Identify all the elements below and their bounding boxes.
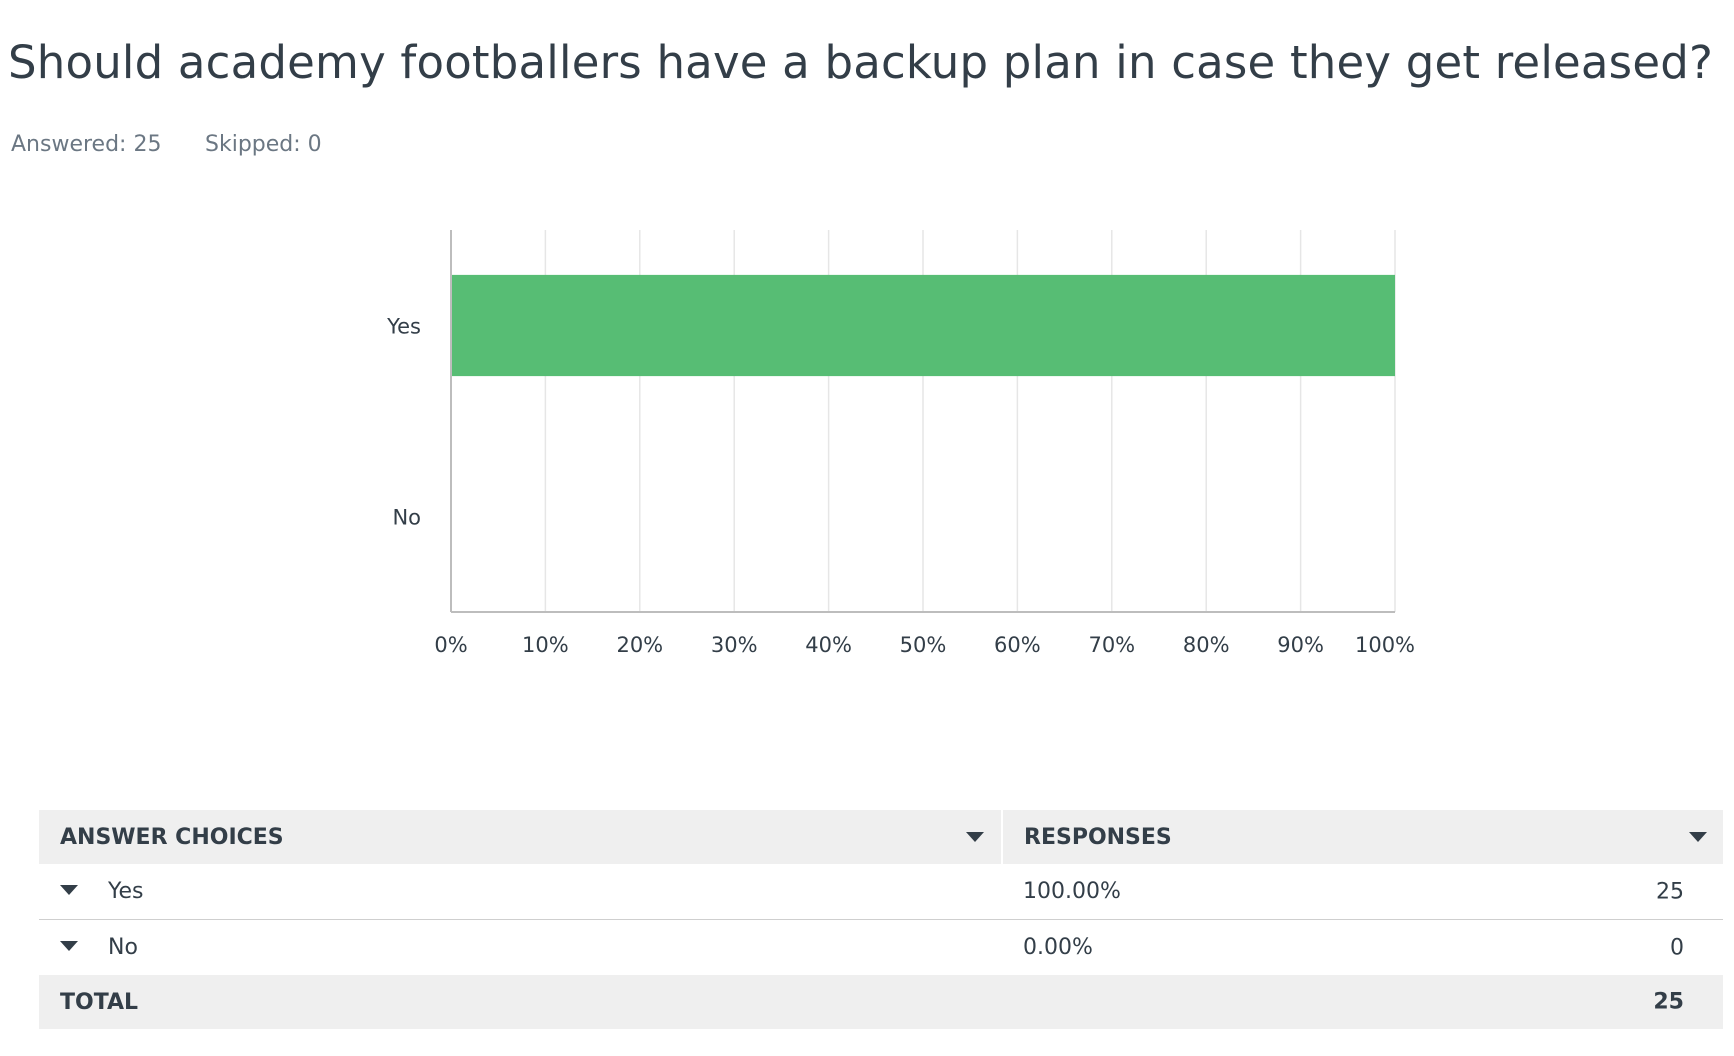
skipped-count: Skipped: 0	[205, 132, 322, 157]
results-table: ANSWER CHOICES RESPONSES Yes 100.00% 25 …	[39, 810, 1723, 1029]
x-tick-label: 40%	[805, 633, 852, 657]
question-title: Should academy footballers have a backup…	[8, 36, 1714, 89]
category-label: No	[392, 506, 421, 530]
total-label: TOTAL	[39, 975, 1002, 1029]
answer-choices-header-label: ANSWER CHOICES	[60, 824, 284, 850]
responses-header[interactable]: RESPONSES	[1002, 810, 1723, 864]
response-bar-chart: Yes No 0% 10% 20% 30% 40% 50% 60% 70% 80% 90% 100%	[386, 230, 1415, 657]
category-label: Yes	[386, 315, 421, 339]
sort-caret-icon[interactable]	[1689, 832, 1707, 842]
x-tick-label: 30%	[711, 633, 758, 657]
response-percent: 100.00%	[1023, 879, 1121, 904]
x-tick-label: 20%	[616, 633, 663, 657]
x-tick-labels: 0% 10% 20% 30% 40% 50% 60% 70% 80% 90% 100%	[434, 633, 1415, 657]
total-count: 25	[1653, 989, 1684, 1015]
response-count: 25	[1656, 879, 1684, 904]
responses-header-label: RESPONSES	[1024, 824, 1172, 850]
total-cell: 25	[1002, 975, 1723, 1029]
answer-choices-header[interactable]: ANSWER CHOICES	[39, 810, 1003, 864]
bar-yes	[452, 274, 1395, 377]
x-tick-label: 10%	[522, 633, 569, 657]
expand-caret-icon[interactable]	[60, 941, 78, 951]
x-tick-label: 80%	[1183, 633, 1230, 657]
response-percent: 0.00%	[1023, 935, 1093, 960]
answered-count: Answered: 25	[11, 132, 162, 157]
chart-bars	[452, 274, 1395, 377]
table-row: Yes 100.00% 25	[39, 864, 1723, 920]
sort-caret-icon[interactable]	[966, 832, 984, 842]
expand-caret-icon[interactable]	[60, 885, 78, 895]
x-tick-label: 50%	[900, 633, 947, 657]
total-row: TOTAL 25	[39, 975, 1723, 1029]
response-cell: 0.00% 0	[1002, 920, 1723, 976]
choice-label: Yes	[108, 879, 144, 904]
table-row: No 0.00% 0	[39, 920, 1723, 976]
category-labels: Yes No	[386, 315, 421, 530]
choice-cell: Yes	[39, 864, 1002, 920]
x-tick-label: 60%	[994, 633, 1041, 657]
response-count: 0	[1670, 935, 1684, 960]
response-cell: 100.00% 25	[1002, 864, 1723, 920]
choice-label: No	[108, 935, 138, 960]
table-header-row: ANSWER CHOICES RESPONSES	[39, 810, 1723, 864]
x-tick-label: 0%	[434, 633, 467, 657]
choice-cell: No	[39, 920, 1002, 976]
x-tick-label: 70%	[1088, 633, 1135, 657]
x-tick-label: 100%	[1355, 633, 1415, 657]
x-tick-label: 90%	[1277, 633, 1324, 657]
